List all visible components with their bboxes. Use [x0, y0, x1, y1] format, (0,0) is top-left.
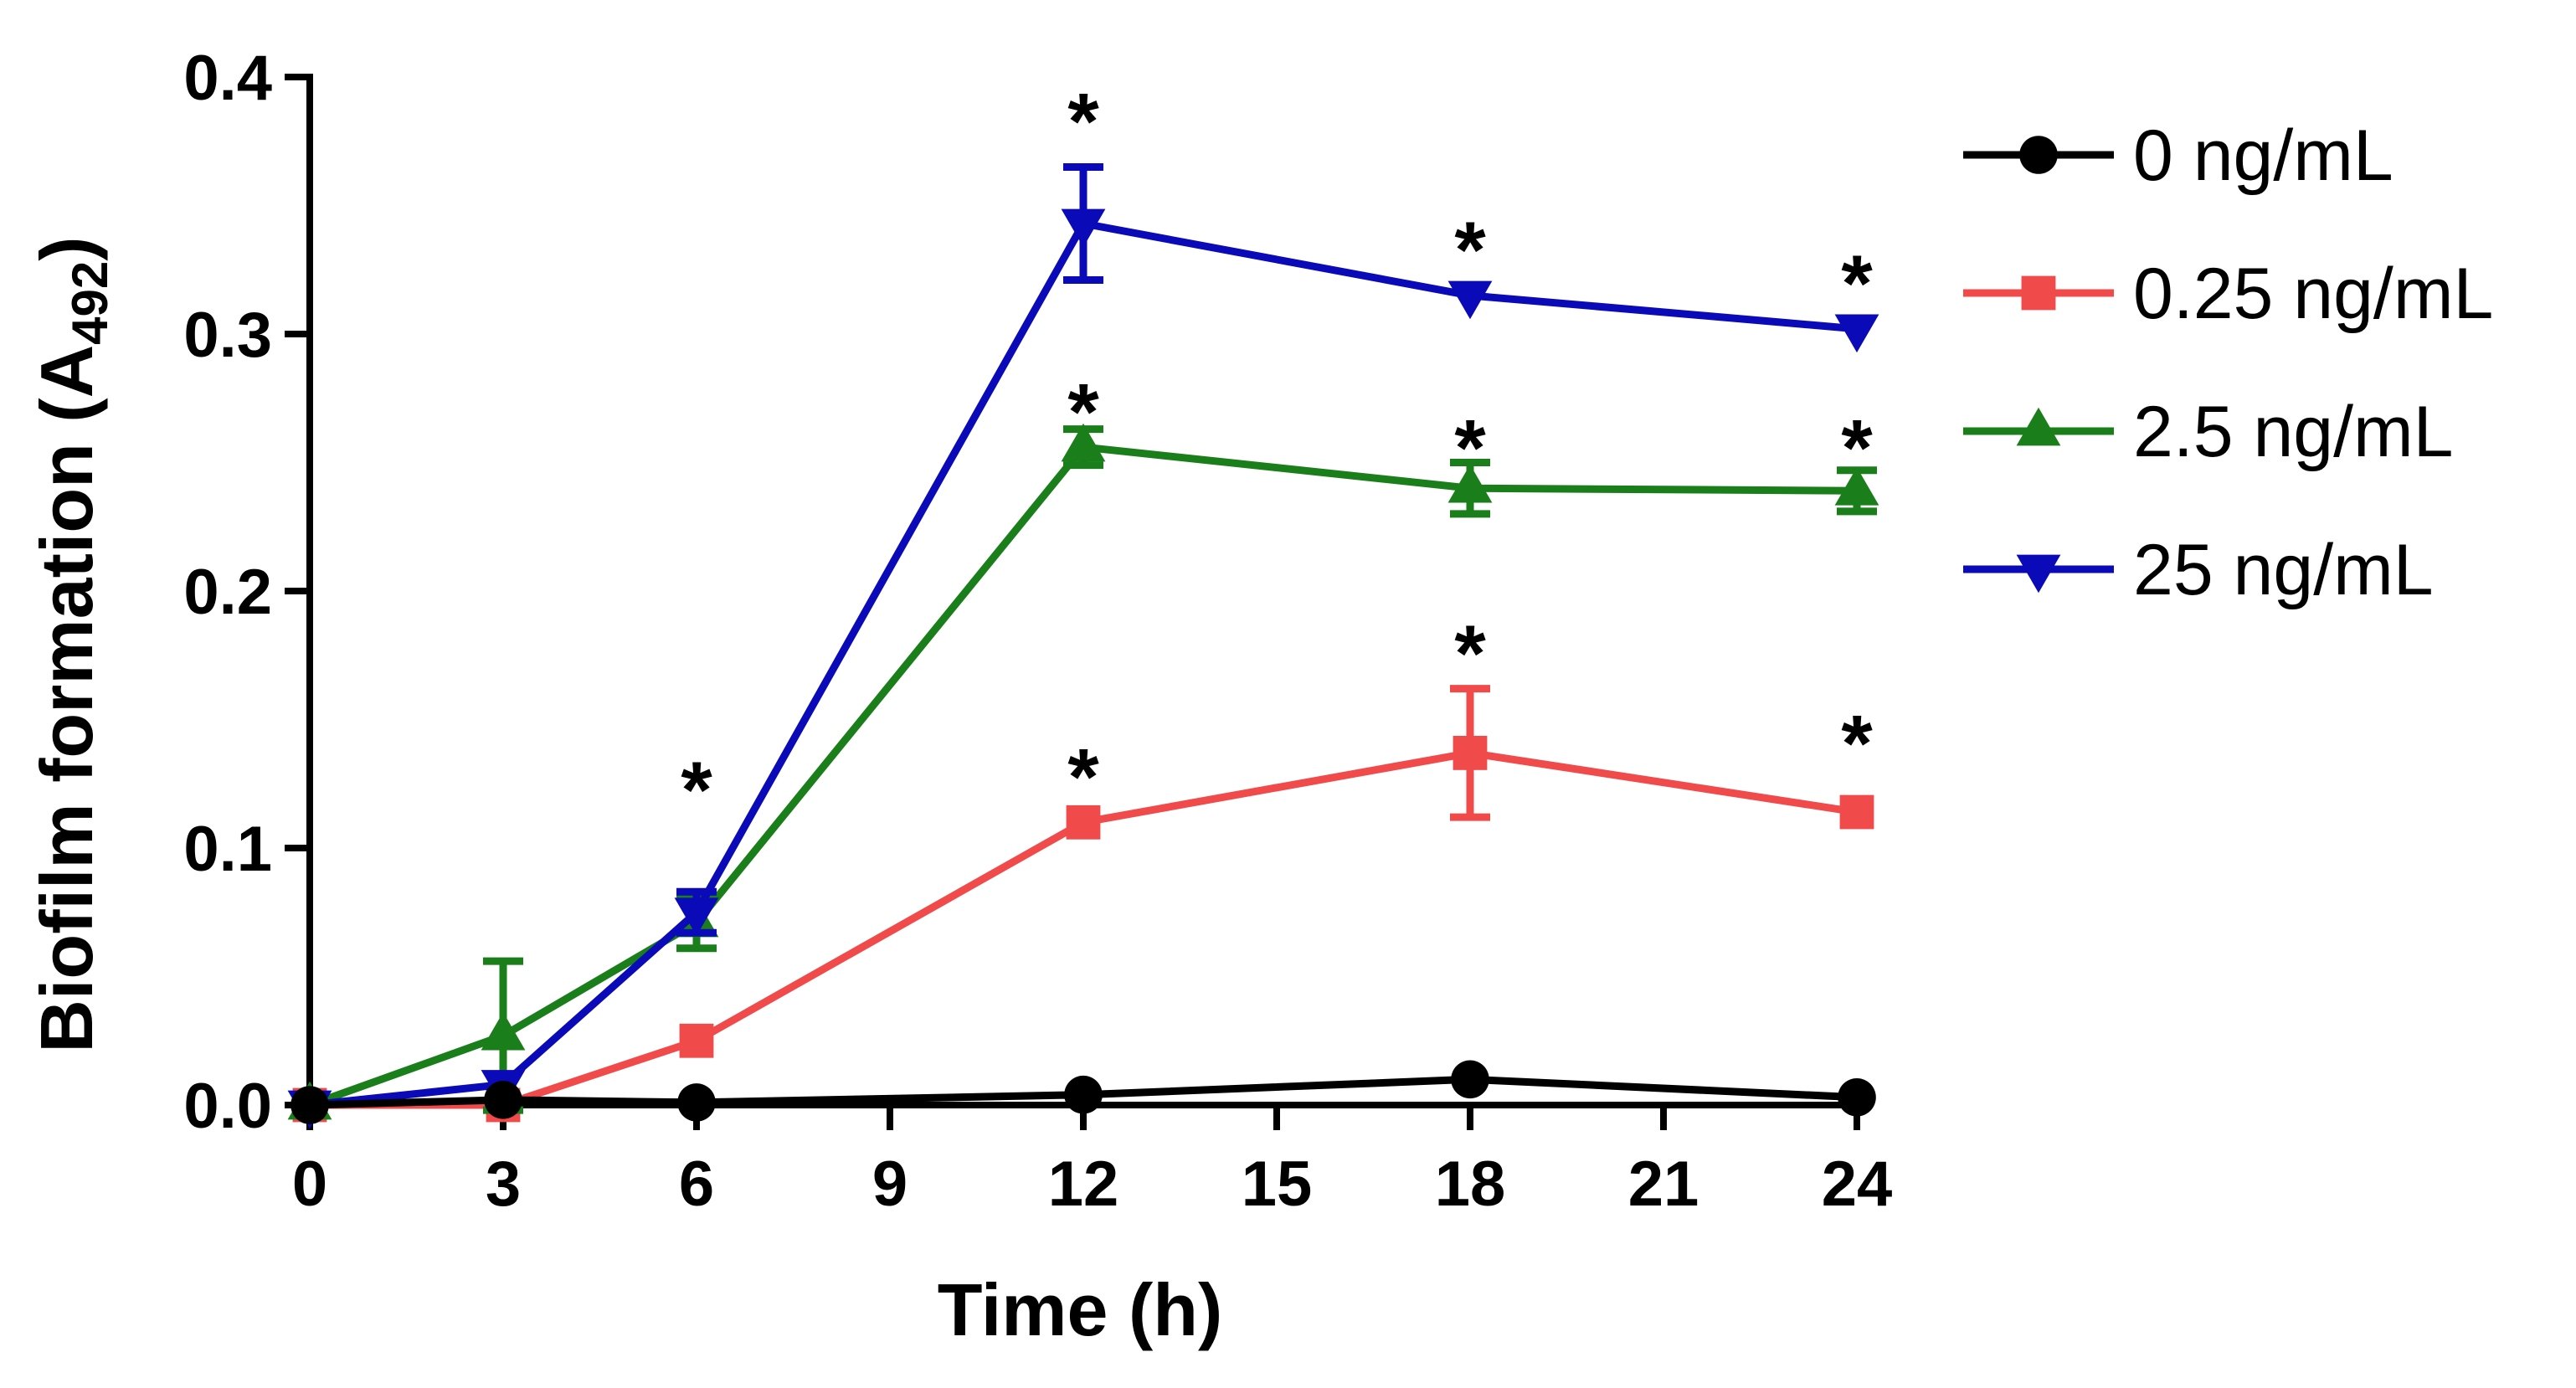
y-axis-title-close: ): [25, 236, 108, 260]
x-axis-title: Time (h): [938, 1268, 1223, 1351]
data-point: [1061, 423, 1106, 462]
legend-label: 25 ng/mL: [2133, 530, 2434, 610]
data-point: [1451, 1060, 1489, 1099]
data-point: [1066, 805, 1101, 840]
legend-item: 0 ng/mL: [1963, 116, 2393, 196]
significance-star: *: [1454, 609, 1486, 699]
x-tick-label: 24: [1822, 1149, 1893, 1220]
data-point: [291, 1086, 329, 1124]
legend-marker: [2021, 275, 2056, 311]
data-point: [1447, 464, 1493, 503]
legend-marker: [2016, 554, 2061, 594]
significance-star: *: [1841, 239, 1873, 328]
legend-item: 2.5 ng/mL: [1963, 392, 2453, 472]
significance-star: *: [681, 745, 712, 835]
series-line: [309, 1075, 1858, 1109]
data-point: [674, 897, 719, 937]
data-point: [1834, 314, 1879, 353]
significance-star: *: [1067, 77, 1099, 167]
y-axis-title: Biofilm formation (A492): [25, 236, 118, 1052]
significance-star: *: [1454, 404, 1486, 493]
x-tick-label: 0: [292, 1149, 327, 1220]
legend: 0 ng/mL 0.25 ng/mL 2.5 ng/mL 25 ng/mL: [1963, 116, 2493, 610]
data-point: [1061, 208, 1106, 248]
y-tick-label: 0.3: [183, 300, 272, 371]
legend-label: 0 ng/mL: [2133, 116, 2393, 196]
series-25-ng-ml: [287, 162, 1879, 1129]
data-point: [679, 1023, 714, 1058]
legend-marker: [2016, 407, 2061, 446]
data-point: [1839, 794, 1874, 830]
legend-label: 0.25 ng/mL: [2133, 254, 2493, 334]
y-tick-label: 0.4: [183, 43, 272, 114]
significance-star: *: [1067, 733, 1099, 822]
y-tick-label: 0.0: [183, 1071, 272, 1142]
significance-star: *: [1841, 404, 1873, 493]
x-tick-label: 3: [486, 1149, 521, 1220]
series-0-ng-ml: [291, 1060, 1876, 1124]
data-point: [1453, 736, 1488, 770]
x-tick-label: 9: [872, 1149, 908, 1220]
series-line: [310, 748, 1858, 1109]
data-point: [1834, 466, 1879, 506]
legend-marker: [2019, 136, 2058, 174]
legend-item: 0.25 ng/mL: [1963, 254, 2493, 334]
y-axis-title-main: Biofilm formation (A: [25, 345, 108, 1053]
legend-label: 2.5 ng/mL: [2133, 392, 2453, 472]
y-tick-label: 0.1: [183, 814, 272, 885]
data-point: [481, 1011, 526, 1051]
axes-layer: 0.0 0.1 0.2 0.3 0.4 0 3 6 9 12 15 18 21 24: [183, 43, 1892, 1220]
significance-star: *: [1454, 206, 1486, 296]
x-tick-label: 21: [1628, 1149, 1699, 1220]
x-tick-label: 12: [1048, 1149, 1119, 1220]
series-line: [308, 443, 1858, 1109]
data-point: [1447, 280, 1493, 320]
x-tick-label: 15: [1242, 1149, 1313, 1220]
data-point: [677, 1083, 716, 1122]
data-point: [484, 1081, 522, 1119]
x-tick-label: 6: [679, 1149, 714, 1220]
legend-item: 25 ng/mL: [1963, 530, 2434, 610]
series-line: [309, 219, 1858, 1109]
x-tick-label: 18: [1435, 1149, 1506, 1220]
series-layer: [287, 162, 1879, 1129]
annotation-layer: * * * * * * * * * *: [681, 77, 1873, 835]
data-point: [1838, 1077, 1876, 1117]
significance-star: *: [1841, 699, 1873, 789]
y-tick-label: 0.2: [183, 557, 272, 628]
data-point: [1064, 1075, 1103, 1114]
significance-star: *: [1067, 368, 1099, 457]
y-axis-title-subscript: 492: [62, 261, 118, 345]
